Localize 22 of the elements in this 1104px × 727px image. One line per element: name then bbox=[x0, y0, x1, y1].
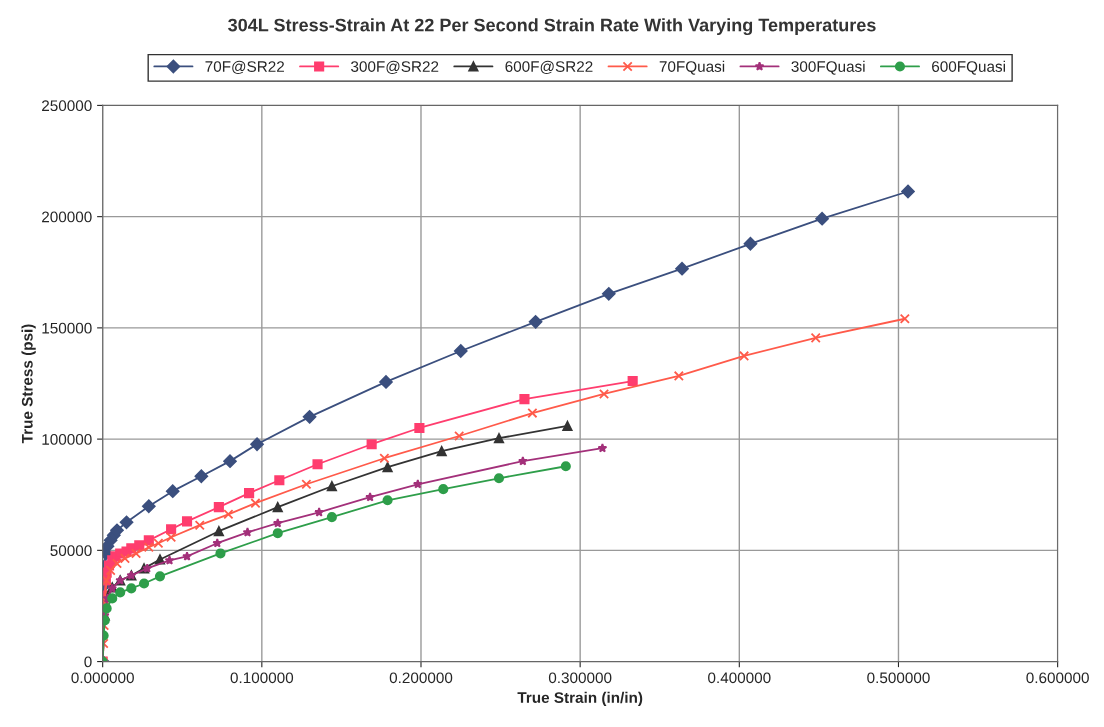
x-tick-label: 0.100000 bbox=[230, 672, 294, 684]
y-axis-title: True Stress (psi) bbox=[21, 324, 36, 444]
legend-label: 600F@SR22 bbox=[505, 60, 593, 74]
legend-label: 300F@SR22 bbox=[351, 60, 439, 74]
x-tick-label: 0.000000 bbox=[71, 672, 134, 684]
legend-label: 70F@SR22 bbox=[205, 60, 284, 74]
y-tick-label: 50000 bbox=[50, 545, 92, 557]
legend-label: 300FQuasi bbox=[791, 60, 865, 75]
legend-label: 600FQuasi bbox=[932, 60, 1005, 75]
chart-title: 304L Stress-Strain At 22 Per Second Strain Rate With Varying Temperatures bbox=[228, 18, 876, 36]
x-tick-label: 0.400000 bbox=[708, 672, 771, 684]
x-axis-title: True Strain (in/in) bbox=[517, 691, 643, 707]
y-tick-label: 250000 bbox=[42, 100, 92, 112]
y-tick-label: 200000 bbox=[42, 211, 92, 223]
y-tick-label: 100000 bbox=[42, 433, 92, 445]
y-tick-label: 150000 bbox=[42, 322, 92, 334]
x-tick-label: 0.500000 bbox=[867, 672, 930, 684]
y-tick-label: 0 bbox=[84, 656, 92, 668]
x-tick-label: 0.600000 bbox=[1026, 672, 1089, 684]
legend-label: 70FQuasi bbox=[659, 60, 725, 75]
x-tick-label: 0.200000 bbox=[389, 672, 453, 684]
x-tick-label: 0.300000 bbox=[548, 672, 612, 684]
